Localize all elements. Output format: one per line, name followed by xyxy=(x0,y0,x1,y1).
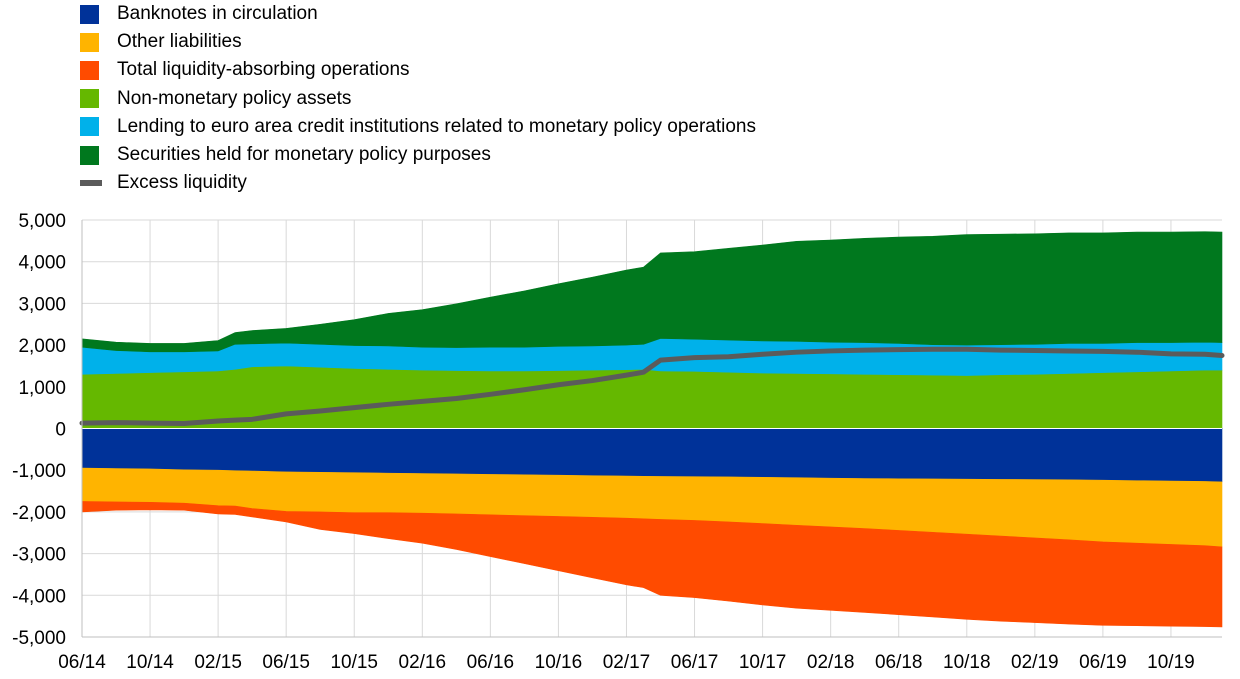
legend-label-securities: Securities held for monetary policy purp… xyxy=(117,144,491,166)
y-tick-label: -3,000 xyxy=(12,545,66,566)
x-tick-label: 02/17 xyxy=(603,652,651,673)
x-tick-label: 10/18 xyxy=(943,652,991,673)
legend-label-non-monetary: Non-monetary policy assets xyxy=(117,87,352,109)
legend-swatch-banknotes xyxy=(80,4,99,24)
chart-lines xyxy=(79,346,1225,426)
legend-item-lending: Lending to euro area credit institutions… xyxy=(80,113,756,141)
y-tick-label: 5,000 xyxy=(18,211,66,232)
x-tick-label: 10/15 xyxy=(330,652,378,673)
x-tick-label: 06/14 xyxy=(58,652,106,673)
x-tick-label: 02/16 xyxy=(399,652,447,673)
legend-label-excess-liquidity: Excess liquidity xyxy=(117,172,247,194)
y-tick-label: -2,000 xyxy=(12,503,66,524)
legend-swatch-non-monetary xyxy=(80,89,99,109)
positive-area-securities-held-for-monetary-policy-purposes xyxy=(81,231,1223,353)
x-tick-label: 02/19 xyxy=(1011,652,1059,673)
x-tick-label: 10/17 xyxy=(739,652,787,673)
legend-item-banknotes: Banknotes in circulation xyxy=(80,0,756,28)
chart-legend: Banknotes in circulation Other liabiliti… xyxy=(80,0,756,197)
x-tick-label: 06/17 xyxy=(671,652,719,673)
chart-areas xyxy=(81,231,1223,628)
y-tick-label: -1,000 xyxy=(12,461,66,482)
x-tick-label: 06/18 xyxy=(875,652,923,673)
negative-area-total-liquidity-absorbing-operations xyxy=(81,501,1223,628)
legend-swatch-absorbing xyxy=(80,60,99,80)
x-tick-label: 06/16 xyxy=(467,652,515,673)
legend-item-absorbing: Total liquidity-absorbing operations xyxy=(80,56,756,84)
line-excess-liquidity xyxy=(79,346,1225,426)
x-tick-label: 10/16 xyxy=(535,652,583,673)
x-tick-label: 06/15 xyxy=(262,652,310,673)
y-tick-label: 4,000 xyxy=(18,253,66,274)
y-tick-label: 3,000 xyxy=(18,294,66,315)
chart-axes: 5,000 4,000 3,000 2,000 1,000 0 -1,000 -2,000 -3… xyxy=(12,211,1222,673)
legend-item-non-monetary: Non-monetary policy assets xyxy=(80,85,756,113)
legend-swatch-excess-liquidity xyxy=(80,180,102,187)
x-tick-label: 06/19 xyxy=(1079,652,1127,673)
x-tick-label: 02/15 xyxy=(194,652,242,673)
legend-swatch-other-liabilities xyxy=(80,32,99,52)
legend-label-lending: Lending to euro area credit institutions… xyxy=(117,115,756,137)
y-tick-label: 1,000 xyxy=(18,378,66,399)
legend-label-other-liabilities: Other liabilities xyxy=(117,31,242,53)
legend-label-banknotes: Banknotes in circulation xyxy=(117,3,318,25)
y-tick-label: -5,000 xyxy=(12,628,66,649)
legend-swatch-securities xyxy=(80,145,99,165)
legend-item-excess-liquidity: Excess liquidity xyxy=(80,169,756,197)
x-tick-label: 10/19 xyxy=(1147,652,1195,673)
legend-item-securities: Securities held for monetary policy purp… xyxy=(80,141,756,169)
legend-label-absorbing: Total liquidity-absorbing operations xyxy=(117,59,410,81)
y-tick-label: -4,000 xyxy=(12,586,66,607)
legend-swatch-lending xyxy=(80,117,99,137)
y-tick-label: 0 xyxy=(55,420,66,441)
x-tick-label: 02/18 xyxy=(807,652,855,673)
legend-item-other-liabilities: Other liabilities xyxy=(80,28,756,56)
x-tick-label: 10/14 xyxy=(126,652,174,673)
y-tick-label: 2,000 xyxy=(18,336,66,357)
